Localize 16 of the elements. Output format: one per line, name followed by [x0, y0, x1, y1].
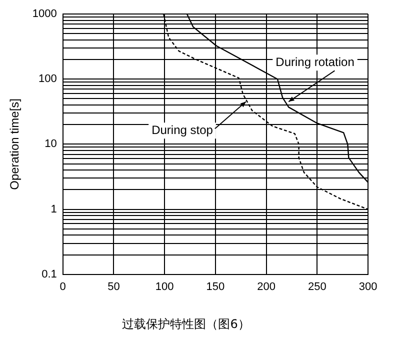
y-tick-label: 1000: [32, 8, 57, 20]
x-tick-label: 200: [257, 281, 276, 294]
y-tick-label: 0.1: [42, 268, 57, 280]
y-tick-label: 10: [44, 138, 57, 150]
x-tick-label: 150: [206, 281, 225, 294]
annotation: During rotation: [276, 54, 354, 69]
y-axis-title: Operation time[s]: [8, 98, 22, 190]
y-tick-label: 1: [50, 203, 57, 216]
x-tick-label: 50: [108, 281, 120, 294]
y-tick-label: 100: [38, 73, 57, 86]
text: 过载保护特性图（图6）: [122, 316, 250, 331]
x-tick-label: 0: [60, 281, 66, 294]
x-tick-label: 300: [358, 281, 378, 294]
x-tick-label: 100: [155, 281, 174, 294]
x-tick-label: 250: [308, 281, 326, 294]
annotation: During stop: [152, 122, 214, 137]
